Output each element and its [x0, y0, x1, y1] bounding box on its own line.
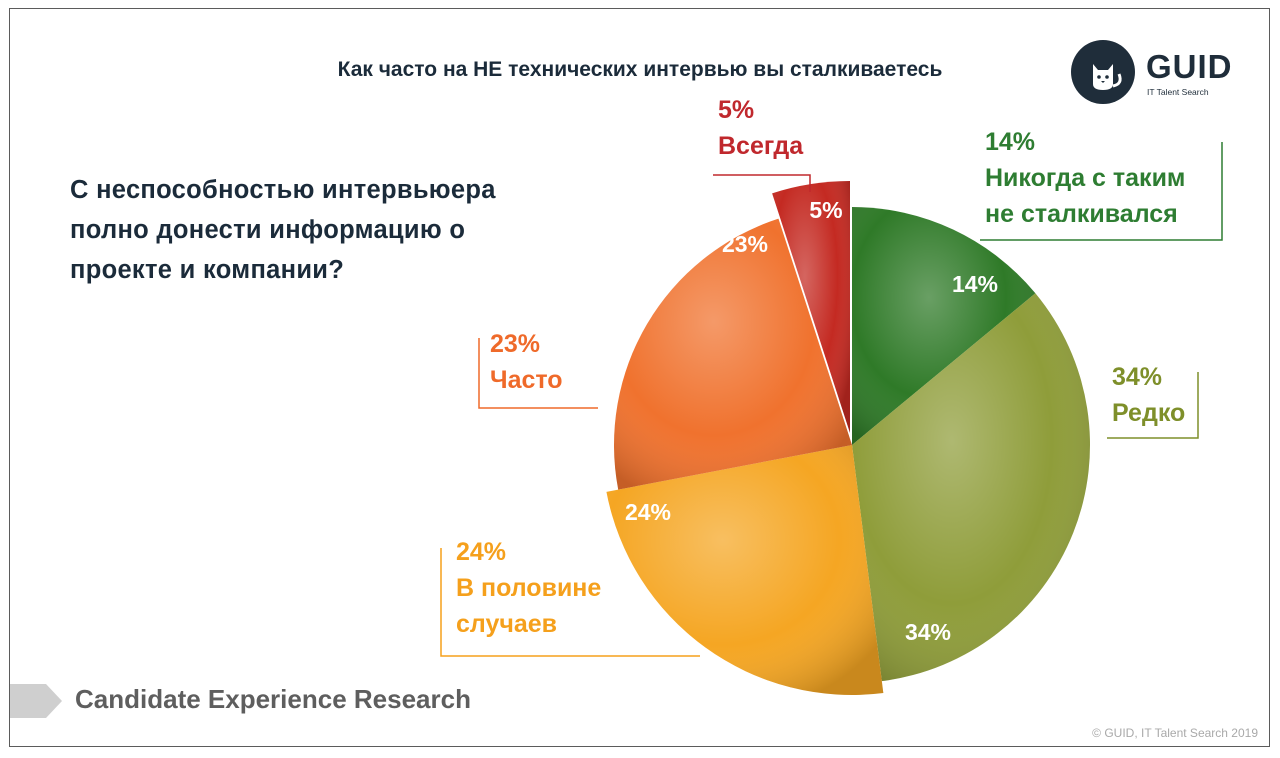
logo-name: GUID	[1146, 48, 1233, 85]
callout-value: 14%	[985, 128, 1035, 156]
slice-value-label: 23%	[722, 231, 768, 257]
pie-slice-shading	[852, 207, 1036, 445]
slice-value-label: 24%	[625, 499, 671, 525]
chart-title: Как часто на НЕ технических интервью вы …	[337, 58, 943, 81]
callout-label: не сталкивался	[985, 200, 1178, 228]
callout-label: В половине	[456, 574, 601, 602]
callout-line	[980, 142, 1223, 241]
cat-logo-icon	[1071, 40, 1135, 104]
guid-logo: GUID IT Talent Search	[1071, 40, 1241, 106]
pie-slice-shading	[614, 218, 852, 490]
pie-slice-shading	[772, 181, 850, 433]
callout-line	[1107, 372, 1199, 439]
callout-label: Часто	[490, 366, 563, 394]
logo-tagline: IT Talent Search	[1147, 87, 1209, 97]
callout-line	[440, 548, 700, 657]
pie-slice-shading	[852, 293, 1090, 682]
slice-value-label: 34%	[905, 619, 951, 645]
callout-label: Никогда с таким	[985, 164, 1185, 192]
footer-arrow-icon	[10, 684, 62, 718]
callout-label: случаев	[456, 610, 557, 638]
question-line: полно донести информацию о	[70, 216, 466, 244]
callout-value: 23%	[490, 330, 540, 358]
callout-value: 24%	[456, 538, 506, 566]
footer-title: Candidate Experience Research	[75, 684, 471, 714]
callout-label: Редко	[1112, 399, 1185, 427]
callout-line	[478, 338, 598, 409]
slice-value-label: 5%	[809, 197, 842, 223]
slide-frame	[9, 8, 1270, 747]
pie-slice-shading	[606, 445, 884, 696]
question-text: С неспособностью интервьюера полно донес…	[70, 170, 496, 290]
callout-label: Всегда	[718, 132, 804, 160]
copyright: © GUID, IT Talent Search 2019	[1092, 726, 1258, 740]
question-line: проекте и компании?	[70, 256, 345, 284]
slice-value-label: 14%	[952, 271, 998, 297]
callout-value: 34%	[1112, 363, 1162, 391]
callout-line	[713, 174, 811, 192]
callout-value: 5%	[718, 96, 754, 124]
question-line: С неспособностью интервьюера	[70, 176, 496, 204]
